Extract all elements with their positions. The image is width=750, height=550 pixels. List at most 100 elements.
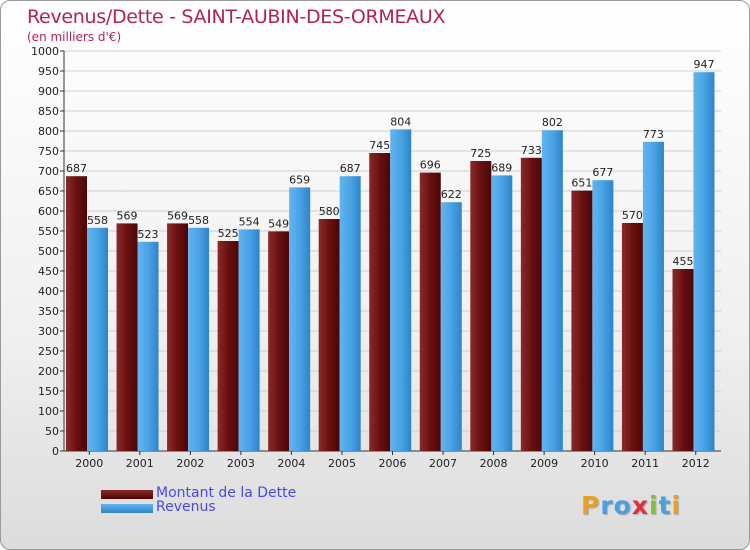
data-label-revenus: 622 bbox=[441, 188, 462, 201]
y-tick-label: 300 bbox=[38, 325, 59, 338]
logo-letter: t bbox=[658, 491, 672, 520]
legend-swatch-dette bbox=[101, 490, 153, 499]
y-tick-label: 50 bbox=[45, 425, 59, 438]
bar-dette bbox=[520, 157, 542, 452]
data-label-dette: 745 bbox=[369, 139, 390, 152]
x-tick-label: 2006 bbox=[379, 457, 407, 470]
bar-revenus bbox=[440, 202, 462, 451]
logo-letter: x bbox=[631, 491, 649, 520]
data-label-dette: 525 bbox=[218, 227, 239, 240]
data-label-dette: 687 bbox=[66, 162, 87, 175]
legend-swatch-revenus bbox=[101, 504, 153, 513]
logo-letter: r bbox=[600, 491, 614, 520]
proxiti-logo: Proxiti bbox=[581, 491, 681, 520]
data-label-dette: 696 bbox=[420, 159, 441, 172]
y-tick-label: 400 bbox=[38, 285, 59, 298]
data-label-dette: 570 bbox=[622, 209, 643, 222]
logo-letter: o bbox=[613, 491, 632, 520]
data-label-revenus: 802 bbox=[542, 116, 563, 129]
data-label-revenus: 659 bbox=[289, 173, 310, 186]
data-label-revenus: 558 bbox=[188, 214, 209, 227]
bar-dette bbox=[571, 190, 593, 451]
y-tick-label: 500 bbox=[38, 245, 59, 258]
bar-revenus bbox=[642, 141, 664, 452]
bar-dette bbox=[66, 176, 87, 451]
y-tick-label: 150 bbox=[38, 385, 59, 398]
x-tick-label: 2005 bbox=[328, 457, 356, 470]
logo-letter: i bbox=[649, 491, 659, 520]
data-label-dette: 651 bbox=[571, 177, 592, 190]
y-tick-label: 550 bbox=[38, 225, 59, 238]
chart-subtitle: (en milliers d'€) bbox=[27, 30, 122, 44]
x-tick-label: 2009 bbox=[530, 457, 558, 470]
logo-letter: i bbox=[671, 491, 682, 520]
data-label-dette: 733 bbox=[521, 144, 542, 157]
x-tick-label: 2010 bbox=[581, 457, 609, 470]
y-tick-label: 450 bbox=[38, 265, 59, 278]
bar-dette bbox=[672, 269, 694, 451]
x-tick-label: 2003 bbox=[227, 457, 255, 470]
data-label-revenus: 947 bbox=[693, 58, 714, 71]
bar-revenus bbox=[592, 180, 614, 451]
data-label-dette: 725 bbox=[470, 147, 491, 160]
data-label-dette: 549 bbox=[268, 217, 289, 230]
y-tick-label: 250 bbox=[38, 345, 59, 358]
y-tick-label: 950 bbox=[38, 65, 59, 78]
y-tick-label: 600 bbox=[38, 205, 59, 218]
data-label-revenus: 804 bbox=[390, 115, 411, 128]
bar-revenus bbox=[339, 176, 361, 451]
data-label-revenus: 523 bbox=[138, 228, 159, 241]
legend-label-revenus: Revenus bbox=[156, 499, 216, 515]
logo-letter: P bbox=[581, 491, 601, 520]
bar-revenus bbox=[87, 227, 108, 451]
bar-revenus bbox=[491, 175, 513, 451]
data-label-revenus: 687 bbox=[340, 162, 361, 175]
x-tick-label: 2001 bbox=[126, 457, 154, 470]
y-tick-label: 1000 bbox=[31, 45, 59, 58]
y-tick-label: 350 bbox=[38, 305, 59, 318]
data-label-dette: 569 bbox=[167, 209, 188, 222]
y-tick-label: 850 bbox=[38, 105, 59, 118]
y-tick-label: 800 bbox=[38, 125, 59, 138]
y-tick-label: 0 bbox=[52, 445, 59, 458]
x-tick-label: 2002 bbox=[176, 457, 204, 470]
bar-revenus bbox=[541, 130, 563, 451]
data-label-dette: 455 bbox=[672, 255, 693, 268]
data-label-revenus: 558 bbox=[87, 214, 108, 227]
data-label-revenus: 554 bbox=[239, 215, 260, 228]
bar-revenus bbox=[390, 129, 412, 451]
data-label-revenus: 689 bbox=[491, 161, 512, 174]
data-label-revenus: 677 bbox=[592, 166, 613, 179]
bar-revenus bbox=[693, 72, 715, 451]
data-label-revenus: 773 bbox=[643, 128, 664, 141]
bar-dette bbox=[470, 161, 492, 451]
axis-layer: 0 50 100 150 200 250 300 350 400 450 500 550 600 650 7… bbox=[31, 45, 721, 470]
bar-revenus bbox=[289, 187, 311, 451]
data-label-dette: 580 bbox=[319, 205, 340, 218]
bar-dette bbox=[217, 241, 239, 451]
y-tick-label: 900 bbox=[38, 85, 59, 98]
bar-revenus bbox=[238, 229, 260, 451]
bar-dette bbox=[116, 223, 138, 451]
x-tick-label: 2004 bbox=[277, 457, 305, 470]
x-tick-label: 2012 bbox=[682, 457, 710, 470]
bar-revenus bbox=[188, 227, 210, 451]
chart-title: Revenus/Dette - SAINT-AUBIN-DES-ORMEAUX bbox=[27, 6, 446, 28]
x-tick-label: 2007 bbox=[429, 457, 457, 470]
bar-dette bbox=[419, 172, 441, 451]
bar-revenus bbox=[137, 241, 159, 451]
x-tick-label: 2011 bbox=[631, 457, 659, 470]
bars-layer bbox=[66, 72, 715, 452]
bar-dette bbox=[621, 223, 643, 451]
y-tick-label: 650 bbox=[38, 185, 59, 198]
x-tick-label: 2000 bbox=[75, 457, 103, 470]
bar-dette bbox=[369, 153, 391, 451]
bar-dette bbox=[167, 223, 189, 451]
bar-dette bbox=[268, 231, 290, 451]
y-tick-label: 700 bbox=[38, 165, 59, 178]
y-tick-label: 750 bbox=[38, 145, 59, 158]
y-tick-label: 100 bbox=[38, 405, 59, 418]
